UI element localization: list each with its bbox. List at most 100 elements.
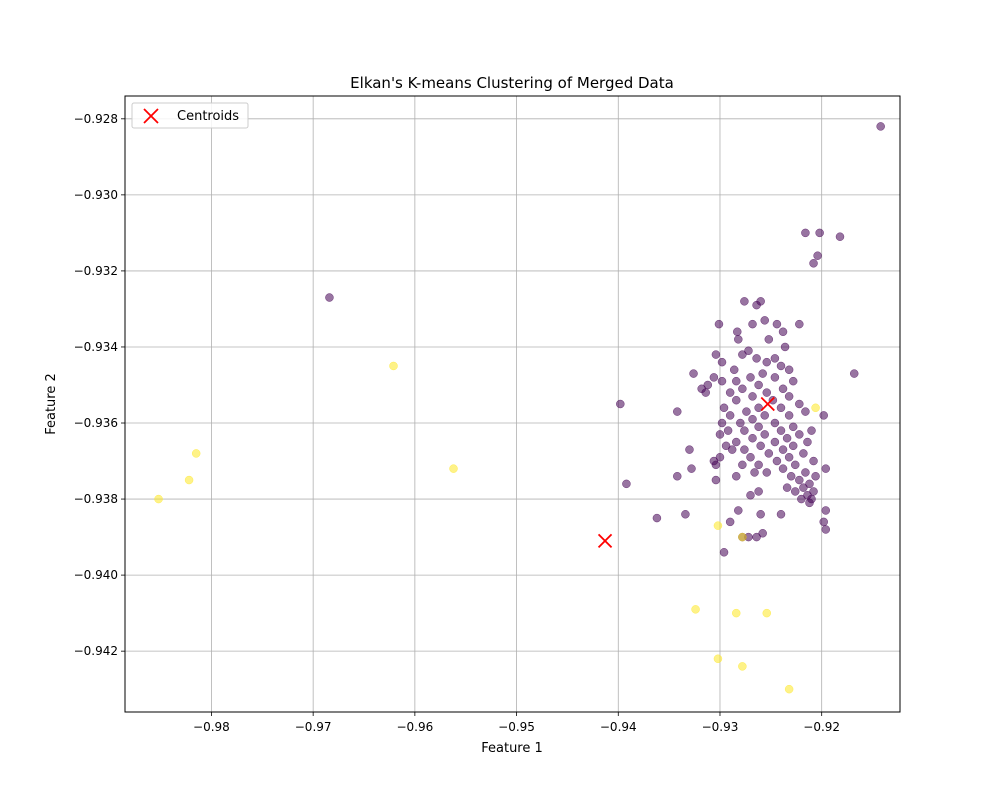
data-point-cluster-0 [795, 430, 804, 439]
data-point-cluster-0 [776, 426, 786, 435]
data-point-cluster-0 [782, 433, 792, 443]
x-tick-label: −0.98 [193, 720, 230, 734]
data-point-cluster-0 [725, 517, 735, 527]
data-point-cluster-0 [762, 468, 772, 477]
legend: Centroids [131, 102, 249, 129]
data-point-cluster-0 [799, 483, 808, 492]
data-point-cluster-0 [754, 422, 763, 432]
data-point-cluster-0 [784, 411, 794, 420]
data-point-cluster-1 [784, 684, 794, 694]
data-point-cluster-0 [801, 228, 810, 238]
data-point-cluster-0 [772, 319, 782, 329]
grid [125, 96, 900, 712]
data-point-cluster-0 [732, 437, 741, 447]
data-point-cluster-0 [788, 376, 798, 386]
data-point-cluster-0 [673, 407, 682, 416]
data-point-cluster-1 [738, 662, 747, 671]
x-axis-label: Feature 1 [481, 741, 543, 756]
data-point-cluster-0 [770, 373, 780, 382]
y-axis-ticks: −0.928 −0.930 −0.932 −0.934 −0.936 −0.938 −0.9… [74, 112, 125, 658]
data-point-cluster-0 [807, 426, 816, 435]
data-point-cluster-0 [778, 384, 788, 394]
data-point-cluster-0 [801, 468, 810, 477]
data-point-cluster-0 [770, 437, 780, 447]
data-point-cluster-0 [711, 350, 721, 359]
data-point-cluster-0 [727, 445, 737, 454]
x-tick-label: −0.95 [498, 720, 535, 734]
data-point-cluster-0 [748, 319, 757, 329]
plot-frame [124, 95, 901, 713]
legend-box [131, 102, 249, 129]
data-point-cluster-0 [709, 373, 719, 382]
data-point-cluster-0 [748, 414, 757, 424]
data-point-cluster-0 [768, 395, 778, 405]
data-point-cluster-0 [732, 471, 741, 481]
data-point-cluster-0 [685, 445, 694, 454]
legend-label-centroids: Centroids [177, 109, 239, 124]
data-point-cluster-0 [746, 373, 755, 382]
data-point-cluster-0 [746, 491, 755, 500]
data-point-cluster-0 [821, 464, 831, 473]
data-point-cluster-1 [691, 605, 700, 614]
data-point-cluster-0 [835, 232, 845, 241]
data-point-cluster-0 [782, 483, 792, 492]
data-point-cluster-0 [813, 251, 822, 260]
data-point-cluster-0 [756, 441, 765, 451]
data-point-cluster-0 [723, 426, 733, 435]
data-point-cluster-0 [764, 335, 774, 344]
data-point-cluster-0 [325, 293, 334, 302]
data-point-cluster-0 [750, 468, 759, 477]
data-point-cluster-0 [752, 532, 761, 542]
data-point-cluster-0 [786, 471, 796, 481]
data-point-cluster-0 [738, 384, 747, 394]
data-point-cluster-1 [184, 475, 194, 485]
data-point-cluster-0 [738, 460, 747, 470]
data-point-cluster-0 [622, 479, 631, 489]
data-point-cluster-0 [805, 498, 814, 508]
data-point-cluster-0 [758, 529, 767, 538]
data-point-cluster-0 [799, 449, 808, 458]
data-point-cluster-0 [733, 327, 742, 337]
data-point-cluster-0 [809, 456, 818, 466]
data-point-cluster-0 [776, 403, 786, 413]
data-point-cluster-0 [719, 403, 729, 413]
data-point-cluster-0 [748, 392, 757, 401]
data-point-cluster-0 [687, 464, 696, 473]
data-point-cluster-1 [713, 521, 723, 530]
data-point-cluster-0 [778, 464, 788, 473]
y-axis-label: Feature 2 [44, 373, 59, 435]
data-point-cluster-0 [821, 506, 831, 515]
data-point-cluster-0 [809, 259, 818, 268]
data-point-cluster-1 [732, 608, 741, 618]
data-point-cluster-0 [734, 335, 743, 344]
y-tick-label: −0.930 [74, 188, 118, 202]
data-point-cluster-1 [154, 494, 163, 504]
data-point-cluster-0 [754, 380, 763, 390]
data-point-cluster-0 [721, 441, 731, 451]
data-point-cluster-0 [715, 430, 725, 439]
data-point-cluster-0 [697, 384, 706, 394]
data-point-cluster-0 [715, 452, 725, 462]
data-point-cluster-0 [849, 369, 859, 378]
data-point-cluster-0 [760, 430, 769, 439]
data-point-cluster-0 [784, 392, 794, 401]
data-point-cluster-0 [790, 460, 800, 470]
data-point-cluster-0 [752, 354, 761, 363]
data-point-cluster-0 [795, 319, 804, 329]
data-point-cluster-0 [714, 319, 724, 329]
y-tick-label: −0.940 [74, 568, 118, 582]
data-point-cluster-0 [740, 445, 749, 454]
x-axis-ticks: −0.98 −0.97 −0.96 −0.95 −0.94 −0.93 −0.92 [193, 712, 840, 734]
data-point-cluster-0 [780, 342, 790, 352]
data-point-cluster-0 [770, 354, 780, 363]
data-point-cluster-0 [803, 437, 812, 447]
data-points [154, 122, 885, 694]
data-point-cluster-1 [738, 532, 747, 542]
data-point-cluster-0 [616, 399, 625, 409]
data-point-cluster-0 [740, 297, 749, 306]
data-point-cluster-0 [746, 452, 755, 462]
x-tick-label: −0.97 [295, 720, 332, 734]
data-point-cluster-0 [732, 395, 741, 405]
data-point-cluster-0 [717, 357, 727, 367]
